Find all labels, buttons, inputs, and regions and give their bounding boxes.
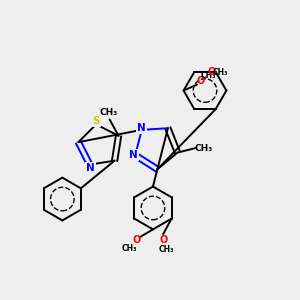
Text: O: O [196,76,205,86]
Text: N: N [86,163,95,173]
Text: S: S [92,116,100,126]
Text: CH₃: CH₃ [99,108,117,117]
Text: CH₃: CH₃ [195,144,213,153]
Text: N: N [129,150,138,160]
Text: CH₃: CH₃ [212,68,228,76]
Text: O: O [133,236,141,245]
Text: CH₃: CH₃ [200,70,216,80]
Text: N: N [137,123,146,134]
Text: CH₃: CH₃ [122,244,137,253]
Text: CH₃: CH₃ [158,245,174,254]
Text: O: O [159,235,167,245]
Text: O: O [208,67,216,77]
